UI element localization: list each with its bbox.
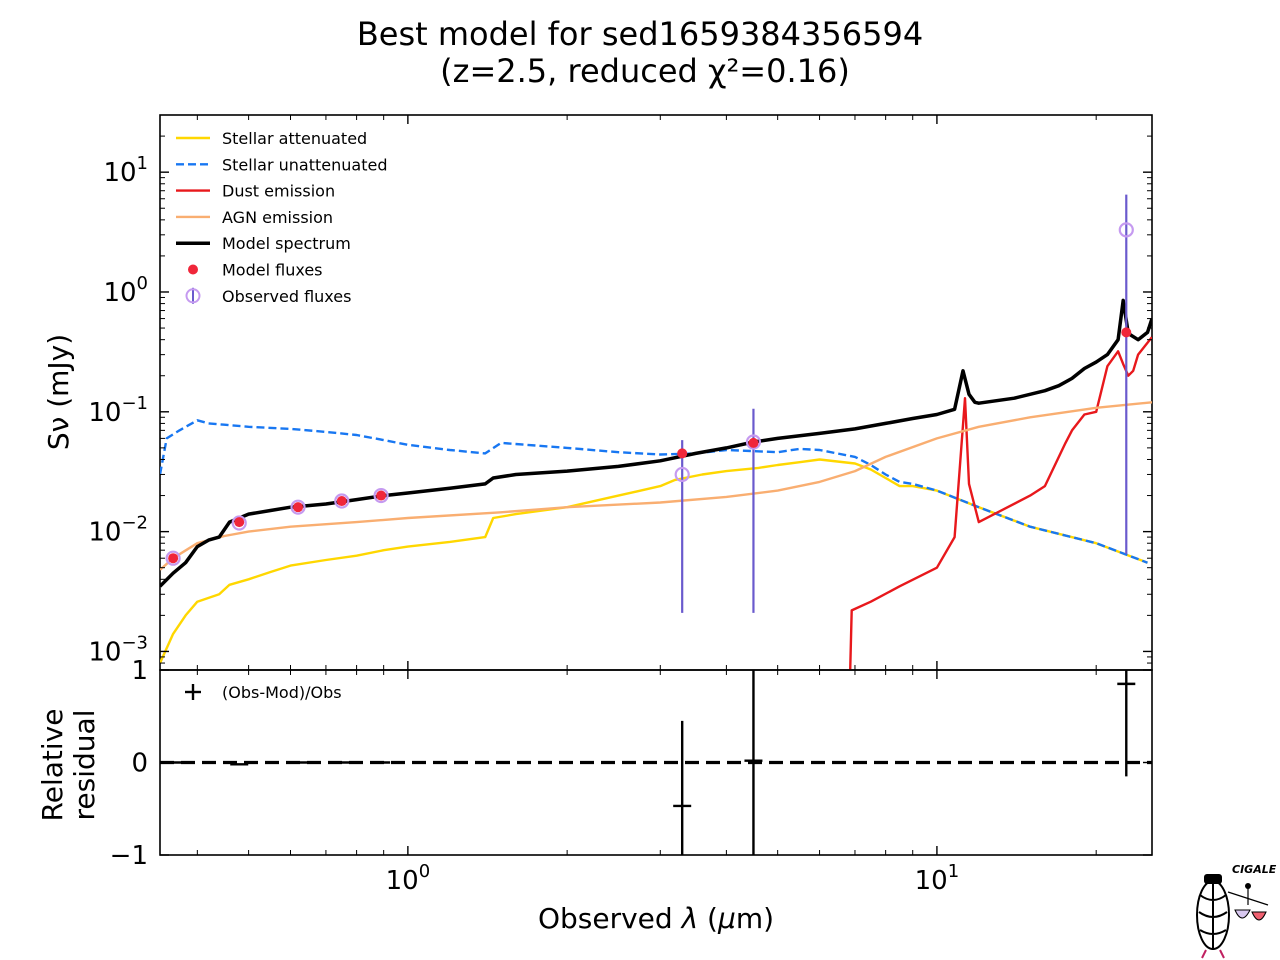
model-flux-point: [748, 437, 759, 448]
legend-label: Dust emission: [222, 182, 335, 201]
model-flux-point: [336, 496, 347, 507]
sed-y-ticks: 10−3 10−2 10−1 100 101: [88, 115, 1152, 670]
residual-legend: (Obs-Mod)/Obs: [185, 683, 342, 702]
x-tick-label: 101: [915, 861, 960, 896]
y-tick-label: 10−1: [88, 393, 148, 428]
agn-emission-line: [160, 401, 1152, 571]
stellar-attenuated-line: [160, 458, 1148, 664]
model-flux-point: [293, 502, 304, 513]
model-flux-point: [168, 553, 179, 564]
y-tick-label: 10−2: [88, 513, 148, 548]
observed-flux-point: [165, 550, 181, 566]
residual-ticks: −1 0 1 100 101: [110, 656, 1152, 896]
residual-y-axis-label-line2: residual: [68, 710, 101, 821]
residual-y-tick-label: 0: [131, 749, 148, 779]
legend-label: AGN emission: [222, 208, 333, 227]
observed-flux-point: [1118, 222, 1134, 238]
legend-swatch: [188, 264, 198, 275]
stellar-unattenuated-line: [160, 419, 1148, 564]
legend-item-dust-emission: Dust emission: [176, 182, 335, 201]
legend-label: Model fluxes: [222, 261, 323, 280]
residual-y-tick-label: −1: [110, 841, 148, 871]
sed-flux-markers: [165, 194, 1134, 613]
cigale-logo: CIGALE: [1196, 863, 1277, 959]
legend-label: Model spectrum: [222, 234, 351, 253]
observed-flux-point: [334, 493, 350, 509]
model-flux-point: [1121, 327, 1132, 338]
model-spectrum-line: [160, 298, 1152, 588]
chart-title-line1: Best model for sed1659384356594: [357, 15, 923, 53]
legend-item-model-fluxes: Model fluxes: [188, 261, 323, 280]
legend-item-model-spectrum: Model spectrum: [176, 234, 351, 253]
legend-label: Stellar attenuated: [222, 129, 367, 148]
sed-legend: Stellar attenuated Stellar unattenuated Du…: [176, 129, 387, 306]
legend-item-observed-fluxes: Observed fluxes: [185, 287, 351, 306]
observed-flux-point: [745, 434, 762, 450]
cigale-cicada-icon: [1196, 874, 1269, 959]
residual-series-group: [160, 670, 1152, 855]
model-flux-point: [234, 517, 245, 528]
observed-flux-point: [674, 466, 690, 483]
legend-label: Observed fluxes: [222, 287, 351, 306]
legend-label: (Obs-Mod)/Obs: [222, 683, 342, 702]
residual-y-tick-label: 1: [131, 656, 148, 686]
chart-title-line2: (z=2.5, reduced χ²=0.16): [440, 52, 850, 90]
sed-series-group: [160, 298, 1152, 670]
legend-item-agn-emission: AGN emission: [176, 208, 333, 227]
y-tick-label: 101: [103, 153, 148, 188]
legend-item-stellar-unattenuated: Stellar unattenuated: [176, 155, 387, 174]
legend-item-stellar-attenuated: Stellar attenuated: [176, 129, 367, 148]
observed-flux-point: [373, 487, 389, 504]
legend-swatch: [185, 288, 201, 304]
legend-label: Stellar unattenuated: [222, 155, 387, 174]
y-tick-label: 100: [103, 273, 148, 308]
x-tick-label: 100: [386, 861, 431, 896]
x-axis-label: Observed λ (μm): [538, 902, 774, 935]
y-tick-label: 10−3: [88, 632, 148, 667]
sed-y-axis-label: Sν (mJy): [42, 334, 75, 450]
cigale-logo-text: CIGALE: [1232, 863, 1277, 876]
model-flux-point: [376, 490, 387, 501]
model-flux-point: [677, 448, 688, 459]
residual-y-axis-label-line1: Relative: [36, 709, 69, 822]
dust-emission-line: [849, 336, 1152, 670]
observed-flux-point: [290, 499, 306, 515]
observed-flux-point: [231, 515, 247, 531]
